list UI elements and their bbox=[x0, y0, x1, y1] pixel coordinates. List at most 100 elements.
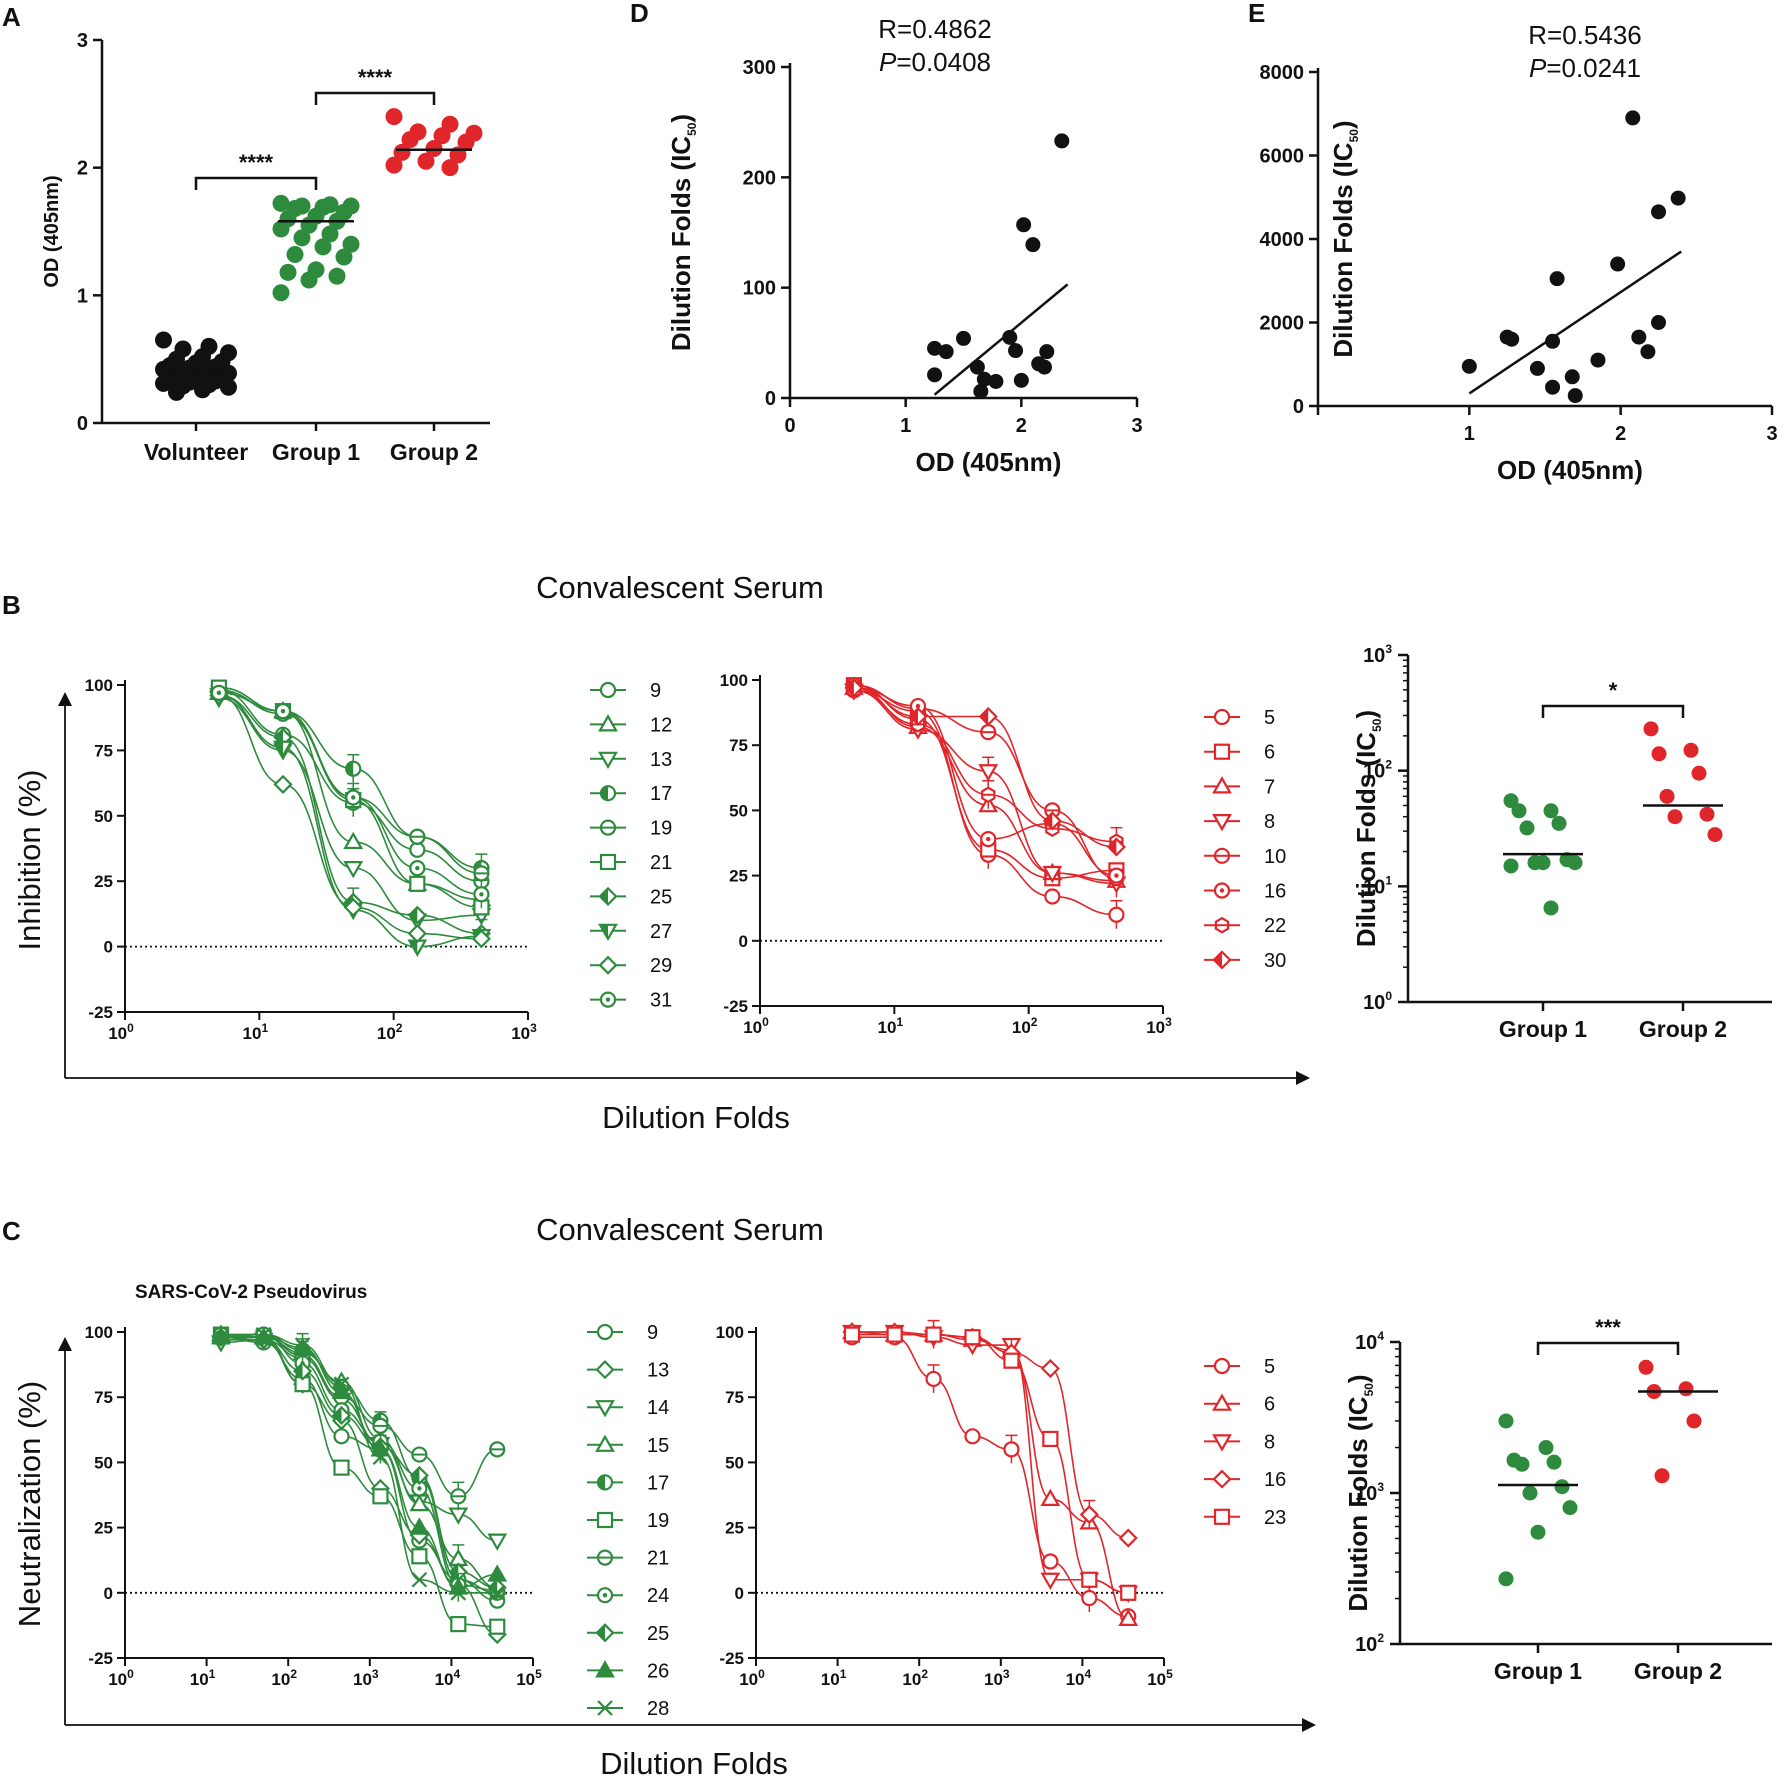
x-tick-label: 1 bbox=[900, 415, 911, 437]
legend-marker-9 bbox=[596, 1323, 614, 1341]
x-tick-label: 0 bbox=[784, 415, 795, 437]
panel-letter-A: A bbox=[2, 2, 21, 32]
legend-label: 19 bbox=[650, 818, 672, 840]
data-point bbox=[168, 383, 185, 401]
data-point-13 bbox=[343, 861, 364, 879]
data-point-19 bbox=[411, 1548, 428, 1565]
y-tick-label: 102 bbox=[1355, 1631, 1384, 1656]
legend-label: 8 bbox=[1264, 1431, 1275, 1453]
y-tick-label: 100 bbox=[85, 676, 113, 695]
data-point-5 bbox=[1044, 888, 1061, 905]
x-tick-label: Group 2 bbox=[390, 439, 478, 465]
data-point bbox=[1002, 329, 1018, 345]
significance-bracket bbox=[194, 176, 318, 190]
data-point bbox=[1567, 855, 1583, 871]
data-point-28-b bbox=[372, 1449, 389, 1465]
legend-label: 25 bbox=[650, 886, 672, 908]
data-point bbox=[1522, 1485, 1538, 1501]
legend-label: 31 bbox=[650, 990, 672, 1012]
data-point-23 bbox=[886, 1326, 903, 1343]
data-point bbox=[988, 373, 1004, 389]
data-point bbox=[1530, 1524, 1546, 1540]
y-tick-label: 6000 bbox=[1260, 146, 1305, 168]
chart-subtitle: SARS-CoV-2 Pseudovirus bbox=[135, 1282, 367, 1303]
data-point bbox=[1651, 315, 1666, 330]
data-point-29 bbox=[471, 929, 491, 949]
data-point-15 bbox=[409, 1493, 430, 1512]
data-point-30-fill bbox=[980, 708, 989, 725]
y-tick-label: 104 bbox=[1355, 1329, 1384, 1354]
fit-curve-25 bbox=[218, 694, 482, 935]
legend-label: 7 bbox=[1264, 776, 1275, 798]
data-point bbox=[457, 133, 475, 151]
y-tick-label: 100 bbox=[743, 278, 776, 300]
x-tick-label: 101 bbox=[878, 1015, 904, 1037]
outer-y-arrow bbox=[58, 692, 72, 706]
x-tick-label: 3 bbox=[1131, 415, 1142, 437]
data-point-27-fill bbox=[409, 940, 418, 955]
data-point bbox=[433, 127, 451, 145]
outer-y-arrow bbox=[58, 1337, 72, 1351]
data-point-5 bbox=[1108, 906, 1125, 923]
data-point-25-fill bbox=[294, 1363, 303, 1380]
fit-curve-25 bbox=[220, 1336, 498, 1589]
data-point-16 bbox=[1118, 1528, 1138, 1548]
legend-label: 21 bbox=[647, 1548, 669, 1570]
data-point-5 bbox=[1003, 1441, 1020, 1458]
x-axis-label: Dilution Folds bbox=[600, 1746, 788, 1778]
legend-marker-19 bbox=[596, 1511, 614, 1529]
data-point bbox=[1707, 827, 1723, 843]
data-point bbox=[1638, 1359, 1654, 1375]
y-axis-label: Neutralization (%) bbox=[12, 1381, 47, 1627]
data-point-30-fill bbox=[909, 708, 918, 725]
y-tick-label: 103 bbox=[1355, 1480, 1384, 1505]
data-point bbox=[973, 383, 989, 399]
data-point bbox=[1625, 110, 1641, 126]
data-point-31-dot bbox=[216, 690, 222, 696]
data-point-8 bbox=[978, 764, 999, 782]
data-point-26 bbox=[487, 1564, 508, 1582]
outer-x-arrow bbox=[1302, 1718, 1316, 1732]
data-point-8 bbox=[1040, 1572, 1061, 1590]
data-point bbox=[155, 374, 172, 392]
y-axis-label: Dilution Folds (IC50) bbox=[666, 114, 699, 351]
y-tick-label: 0 bbox=[104, 938, 113, 957]
x-tick-label: Group 2 bbox=[1634, 1658, 1722, 1684]
legend-label: 30 bbox=[1264, 950, 1286, 972]
y-tick-label: 0 bbox=[735, 1584, 744, 1603]
data-point bbox=[417, 152, 435, 170]
y-tick-label: 103 bbox=[1363, 642, 1392, 667]
stat-p: P=0.0408 bbox=[879, 47, 991, 77]
fit-curve-16 bbox=[853, 687, 1117, 877]
legend-marker-5 bbox=[1213, 1357, 1231, 1375]
x-tick-label: 101 bbox=[190, 1667, 216, 1689]
x-tick-label: 2 bbox=[1016, 415, 1027, 437]
fit-curve-29 bbox=[218, 694, 482, 940]
data-point bbox=[1538, 1440, 1554, 1456]
chart-c-ic50: 102 103 104 Group 1 Group 2 Dilution Folds (I… bbox=[1343, 1315, 1772, 1684]
data-point bbox=[328, 267, 346, 285]
legend-marker-31-dot bbox=[605, 997, 611, 1002]
legend-label: 14 bbox=[647, 1397, 669, 1419]
y-tick-label: -25 bbox=[88, 1003, 113, 1022]
legend-label: 12 bbox=[650, 714, 672, 736]
legend-label: 28 bbox=[647, 1698, 669, 1720]
legend-label: 6 bbox=[1264, 742, 1275, 764]
data-point bbox=[1016, 217, 1032, 233]
fit-curve-23 bbox=[851, 1333, 1129, 1594]
data-point bbox=[1519, 820, 1535, 836]
data-point-23 bbox=[925, 1326, 942, 1343]
data-point bbox=[1025, 237, 1041, 253]
legend-marker-16-dot bbox=[1219, 888, 1225, 893]
y-tick-label: 0 bbox=[104, 1584, 113, 1603]
x-tick-label: 100 bbox=[108, 1667, 134, 1689]
data-point bbox=[1670, 190, 1686, 206]
y-tick-label: 2000 bbox=[1260, 313, 1305, 335]
y-tick-label: 3 bbox=[77, 30, 88, 52]
chart-e-correlation: 0 2000 4000 6000 8000 1 2 3 OD (405nm) Dilution F… bbox=[1260, 20, 1778, 485]
y-tick-label: 0 bbox=[77, 413, 88, 435]
data-point-25-fill bbox=[450, 1563, 459, 1580]
y-tick-label: 0 bbox=[765, 388, 776, 410]
legend-marker-27-fill bbox=[600, 924, 608, 939]
